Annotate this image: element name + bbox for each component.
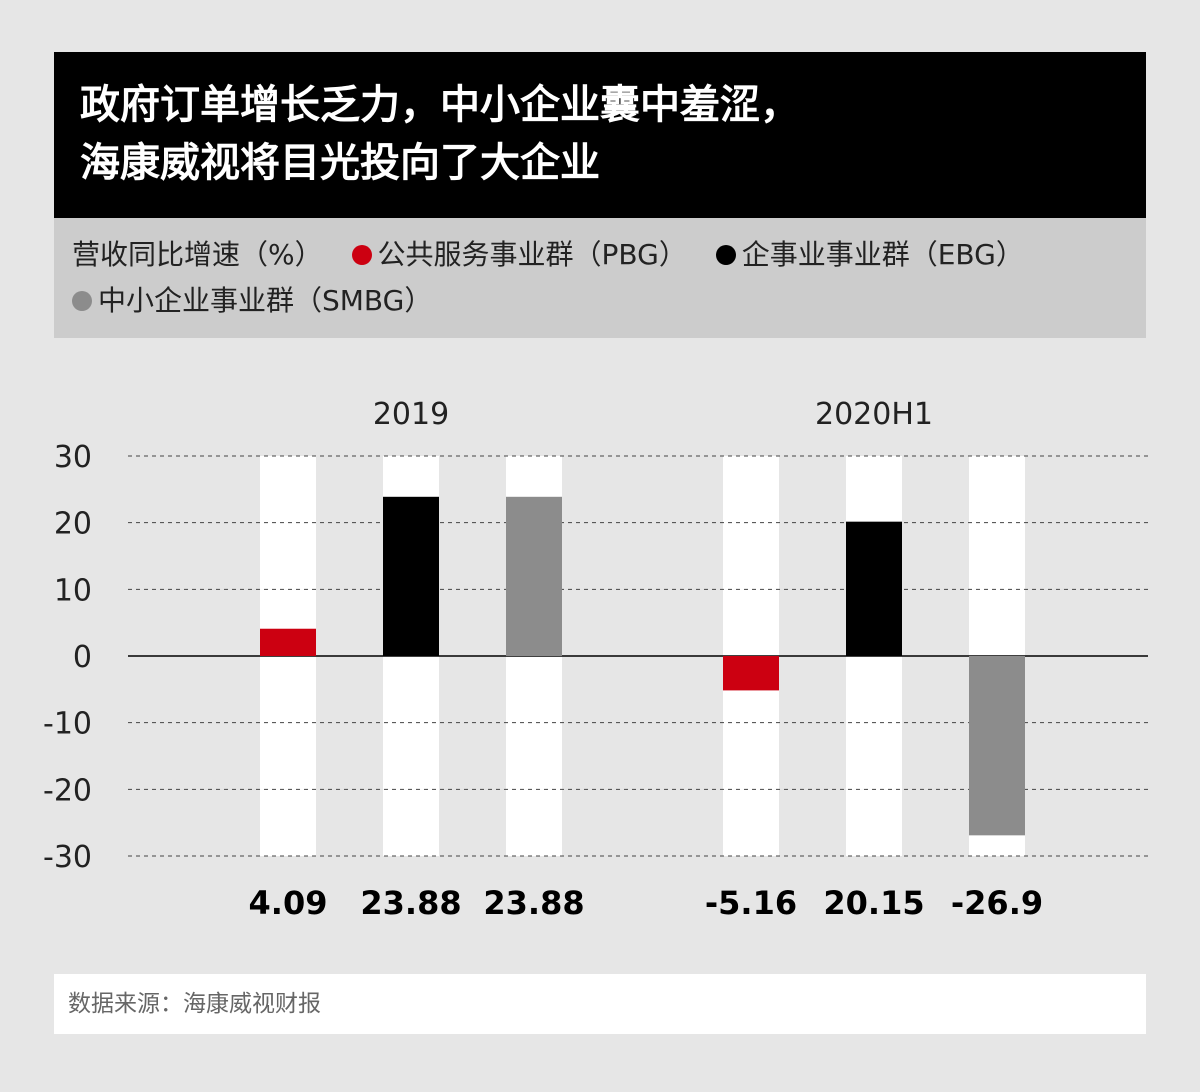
- source-note: 数据来源：海康威视财报: [54, 974, 1146, 1034]
- bar: [723, 656, 779, 691]
- legend-label-pbg: 公共服务事业群（PBG）: [377, 238, 687, 271]
- bar-chart: 30 20 10 0 -10 -20 -30 2019 4.09 23.88 23.88 2020H1…: [43, 397, 1148, 922]
- legend-dot-smbg-icon: [72, 291, 92, 311]
- bar-value-label: 4.09: [249, 884, 328, 922]
- bar: [846, 521, 902, 656]
- bar: [506, 496, 562, 656]
- y-tick-label: -10: [43, 707, 92, 742]
- y-tick-label: 30: [54, 440, 92, 475]
- title-line-2: 海康威视将目光投向了大企业: [80, 140, 600, 186]
- chart-title: 政府订单增长乏力，中小企业囊中羞涩， 海康威视将目光投向了大企业: [54, 52, 1146, 218]
- legend-item-pbg: 公共服务事业群（PBG）: [351, 232, 687, 278]
- legend-measure-label: 营收同比增速（%）: [72, 238, 323, 271]
- y-tick-label: 20: [54, 507, 92, 542]
- y-tick-label: -30: [43, 840, 92, 875]
- group-label: 2020H1: [815, 397, 933, 432]
- legend-dot-pbg-icon: [351, 245, 372, 265]
- legend-item-smbg: 中小企业事业群（SMBG）: [72, 278, 432, 324]
- legend-label-smbg: 中小企业事业群（SMBG）: [98, 284, 433, 317]
- legend-dot-ebg-icon: [715, 245, 736, 265]
- bar-value-label: 23.88: [360, 884, 461, 922]
- legend: 营收同比增速（%） 公共服务事业群（PBG） 企事业事业群（EBG） 中小企业事…: [54, 218, 1146, 338]
- legend-item-ebg: 企事业事业群（EBG）: [715, 232, 1024, 278]
- bar-value-label: -26.9: [951, 884, 1043, 922]
- bar-value-label: 23.88: [483, 884, 584, 922]
- bar: [260, 628, 316, 656]
- bar-value-label: 20.15: [823, 884, 924, 922]
- y-tick-label: 10: [54, 573, 92, 608]
- group-label: 2019: [373, 397, 449, 432]
- y-tick-label: -20: [43, 773, 92, 808]
- bar: [383, 496, 439, 656]
- title-line-1: 政府订单增长乏力，中小企业囊中羞涩，: [80, 82, 800, 128]
- legend-label-ebg: 企事业事业群（EBG）: [741, 238, 1024, 271]
- bar-value-label: -5.16: [705, 884, 797, 922]
- y-tick-label: 0: [73, 640, 92, 675]
- source-text: 数据来源：海康威视财报: [68, 991, 321, 1017]
- bar: [969, 656, 1025, 836]
